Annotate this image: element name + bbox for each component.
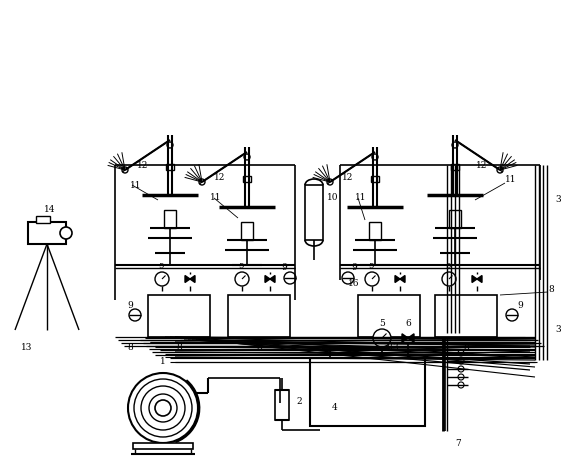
- Circle shape: [235, 272, 249, 286]
- Polygon shape: [402, 334, 408, 342]
- Bar: [164, 210, 176, 228]
- Polygon shape: [395, 276, 400, 283]
- Circle shape: [373, 329, 391, 347]
- Text: 12: 12: [342, 172, 354, 181]
- Bar: [166, 190, 174, 195]
- Bar: [435, 295, 497, 337]
- Text: 5: 5: [238, 262, 244, 270]
- Text: 6: 6: [405, 319, 411, 328]
- Circle shape: [452, 142, 458, 148]
- Circle shape: [129, 309, 141, 321]
- Text: 8: 8: [176, 342, 182, 351]
- Text: 12: 12: [476, 161, 488, 170]
- Bar: [241, 222, 253, 240]
- Text: 12: 12: [214, 172, 226, 181]
- Text: 16: 16: [348, 278, 359, 287]
- Text: 8: 8: [386, 342, 392, 351]
- Bar: [358, 295, 420, 337]
- Text: 11: 11: [130, 180, 142, 189]
- Text: 4: 4: [332, 404, 338, 413]
- Circle shape: [149, 394, 177, 422]
- Polygon shape: [408, 334, 414, 342]
- Circle shape: [244, 154, 250, 160]
- Polygon shape: [265, 276, 270, 283]
- Text: 11: 11: [355, 194, 366, 203]
- Text: 2: 2: [296, 398, 302, 406]
- Bar: [166, 164, 174, 170]
- Circle shape: [167, 142, 173, 148]
- Text: 9: 9: [281, 263, 287, 273]
- Text: 5: 5: [379, 319, 385, 328]
- Circle shape: [497, 167, 503, 173]
- Circle shape: [506, 309, 518, 321]
- Circle shape: [141, 386, 185, 430]
- Circle shape: [365, 272, 379, 286]
- Bar: [371, 202, 379, 207]
- Circle shape: [122, 167, 128, 173]
- Circle shape: [155, 272, 169, 286]
- Polygon shape: [477, 276, 482, 283]
- Text: 8: 8: [127, 342, 133, 351]
- Bar: [371, 176, 379, 182]
- Circle shape: [199, 179, 205, 185]
- Circle shape: [155, 400, 171, 416]
- Text: 14: 14: [44, 205, 56, 214]
- Circle shape: [458, 350, 464, 356]
- Bar: [243, 202, 251, 207]
- Text: 9: 9: [127, 300, 133, 309]
- Bar: [148, 295, 210, 337]
- Text: 12: 12: [137, 161, 149, 170]
- Text: 11: 11: [210, 194, 222, 203]
- Circle shape: [372, 154, 378, 160]
- Text: 8: 8: [256, 342, 262, 351]
- Circle shape: [458, 358, 464, 364]
- Circle shape: [284, 272, 296, 284]
- Polygon shape: [270, 276, 275, 283]
- Bar: [36, 216, 50, 223]
- Bar: [28, 222, 66, 244]
- Bar: [243, 176, 251, 182]
- Text: 10: 10: [327, 193, 339, 202]
- Text: 5: 5: [158, 262, 164, 270]
- Circle shape: [327, 179, 333, 185]
- Polygon shape: [472, 276, 477, 283]
- Text: 8: 8: [548, 285, 554, 294]
- Text: 7: 7: [455, 439, 461, 447]
- Bar: [449, 210, 461, 228]
- Circle shape: [458, 374, 464, 380]
- Text: 3: 3: [555, 195, 561, 204]
- Text: 3: 3: [555, 325, 561, 334]
- Bar: [451, 164, 459, 170]
- Bar: [369, 222, 381, 240]
- Text: 9: 9: [351, 263, 357, 273]
- Circle shape: [458, 382, 464, 388]
- Polygon shape: [190, 276, 195, 283]
- Text: 13: 13: [21, 343, 33, 352]
- Text: 8: 8: [463, 342, 469, 351]
- Circle shape: [342, 272, 354, 284]
- Text: 5: 5: [368, 262, 374, 270]
- Bar: [310, 358, 425, 426]
- Circle shape: [442, 272, 456, 286]
- Circle shape: [458, 366, 464, 372]
- Circle shape: [60, 227, 72, 239]
- Bar: [275, 390, 289, 420]
- Bar: [228, 295, 290, 337]
- Text: 9: 9: [517, 300, 523, 309]
- Bar: [451, 190, 459, 195]
- Text: 3: 3: [392, 343, 398, 352]
- Bar: [305, 185, 323, 240]
- Text: 5: 5: [445, 262, 450, 270]
- Bar: [133, 443, 193, 449]
- Polygon shape: [400, 276, 405, 283]
- Circle shape: [128, 373, 198, 443]
- Polygon shape: [185, 276, 190, 283]
- Text: 1: 1: [160, 357, 166, 366]
- Circle shape: [134, 379, 192, 437]
- Text: 11: 11: [505, 176, 517, 185]
